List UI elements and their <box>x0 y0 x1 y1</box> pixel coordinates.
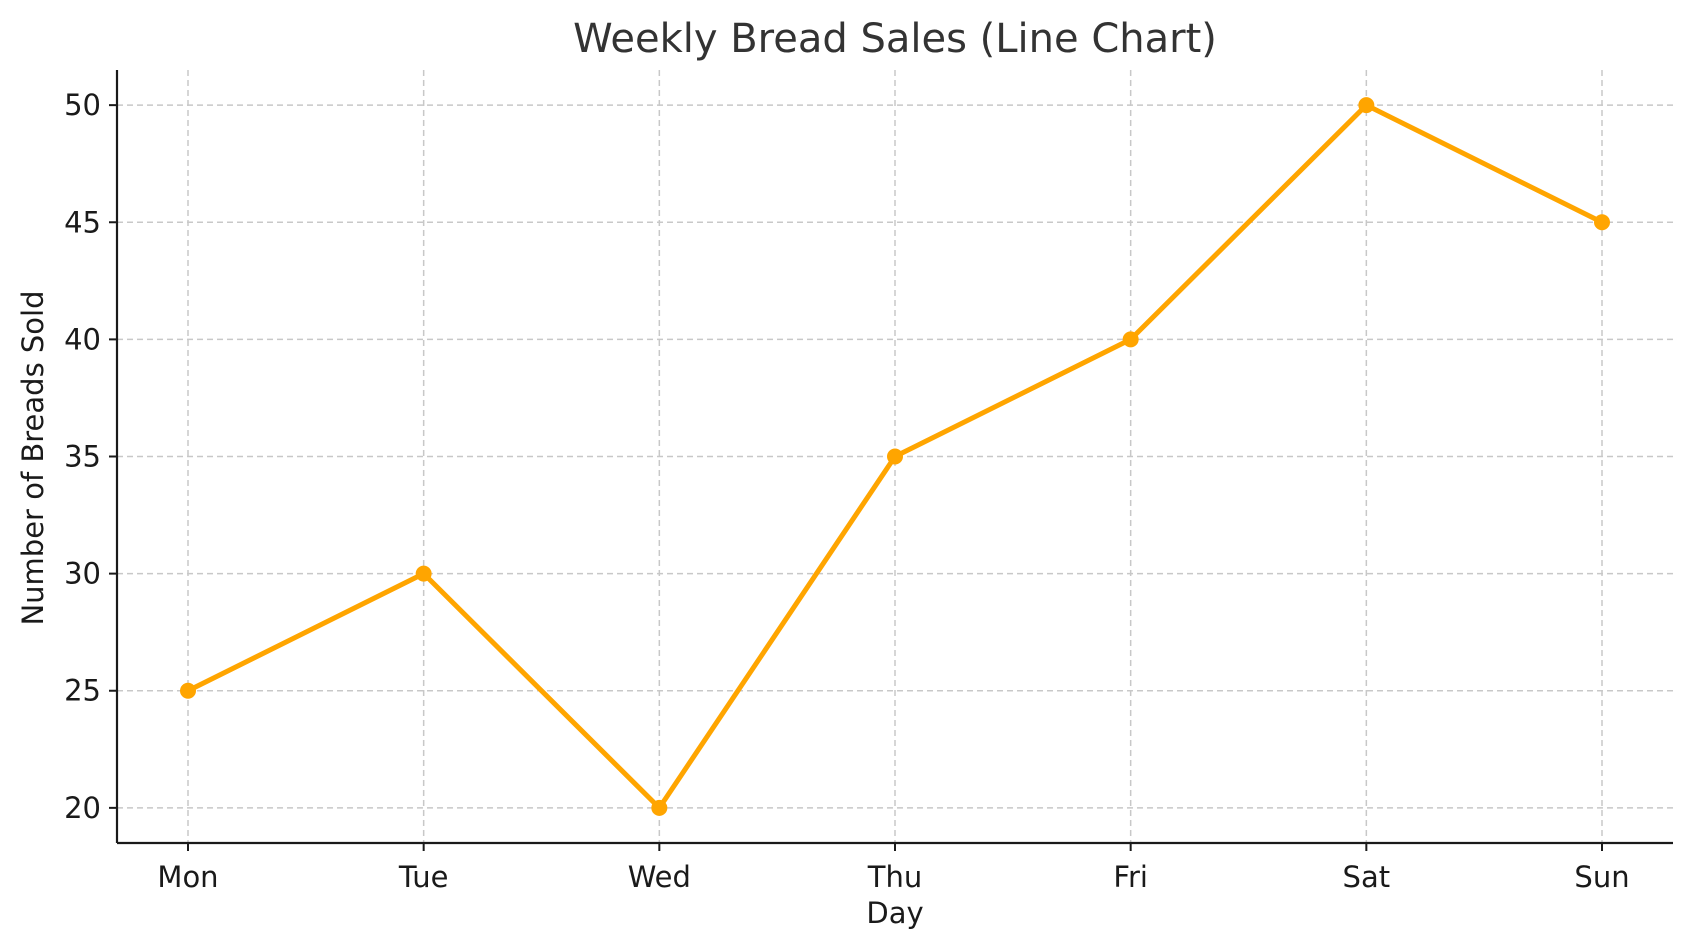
x-tick-label: Sat <box>1343 860 1391 894</box>
data-point <box>651 799 668 816</box>
grid-lines <box>117 70 1673 843</box>
y-tick-label: 25 <box>64 674 101 708</box>
y-axis-label: Number of Breads Sold <box>16 290 50 625</box>
x-tick-label: Wed <box>628 860 691 894</box>
data-point <box>1122 331 1139 348</box>
y-tick-label: 30 <box>64 557 101 591</box>
x-tick-label: Tue <box>398 860 449 894</box>
y-tick-label: 50 <box>64 88 101 122</box>
x-tick-label: Fri <box>1113 860 1148 894</box>
data-point <box>180 682 196 699</box>
x-tick-label: Thu <box>867 860 922 894</box>
data-point <box>415 565 432 582</box>
x-axis-label: Day <box>866 896 923 930</box>
x-tick-label: Mon <box>157 860 218 894</box>
y-tick-label: 20 <box>64 791 101 825</box>
x-axis-ticks: Mon Tue Wed Thu Fri Sat Sun <box>157 843 1630 894</box>
data-point <box>1594 214 1610 231</box>
y-tick-label: 45 <box>64 205 101 239</box>
y-tick-label: 40 <box>64 322 101 356</box>
data-point <box>1358 97 1375 114</box>
chart-title: Weekly Bread Sales (Line Chart) <box>573 16 1217 62</box>
data-point <box>887 448 903 465</box>
y-axis-ticks: 20 25 30 35 40 45 50 <box>64 88 117 825</box>
series-layer <box>180 97 1610 816</box>
y-tick-label: 35 <box>64 440 101 474</box>
x-tick-label: Sun <box>1574 860 1629 894</box>
